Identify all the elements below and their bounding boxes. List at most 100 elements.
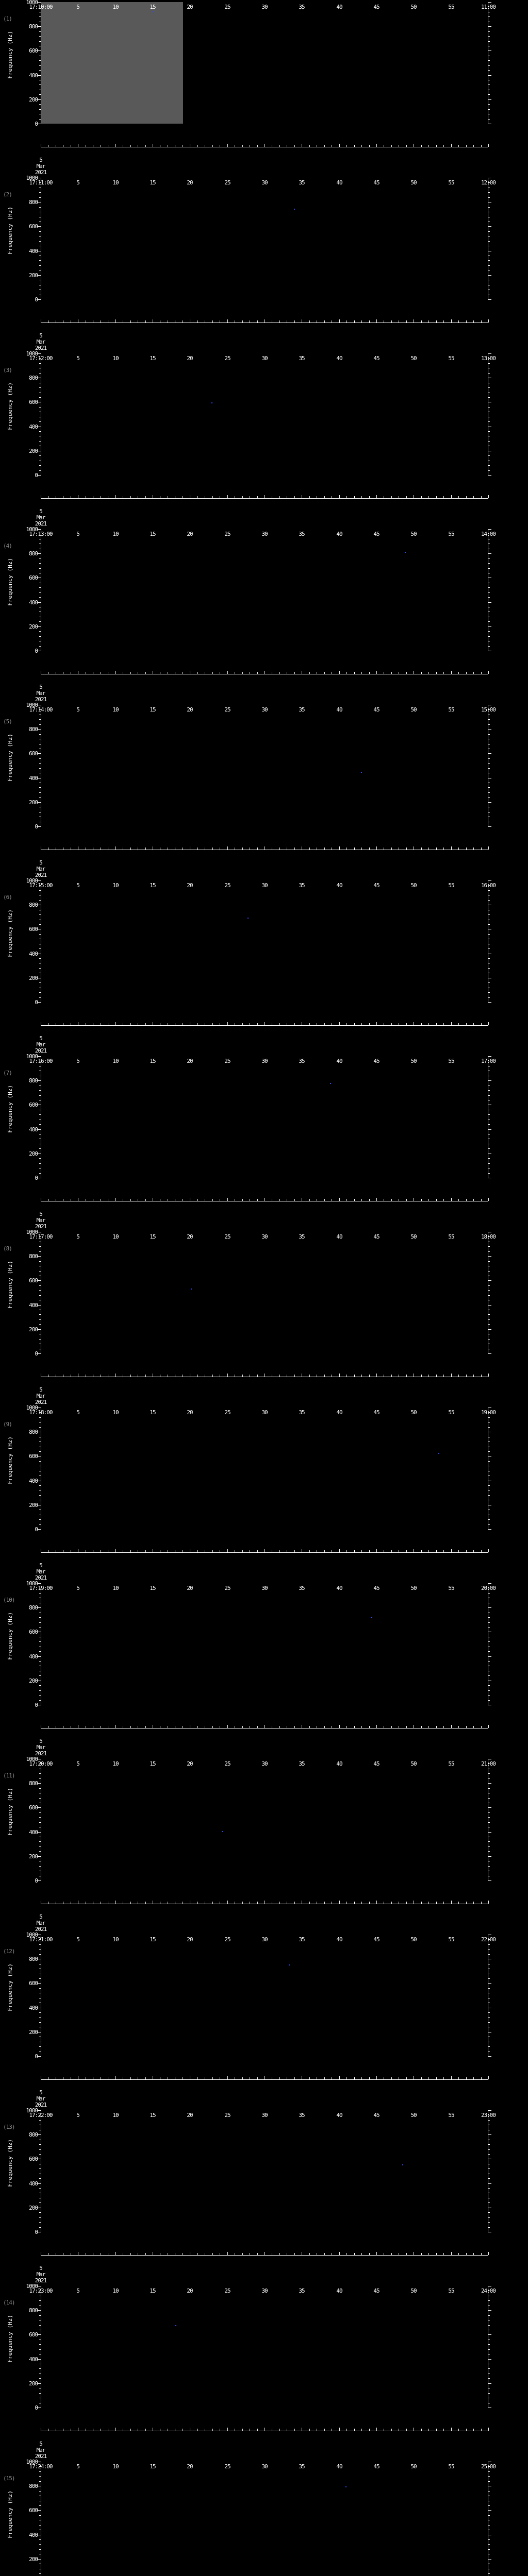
date-line-0: 5 — [39, 1738, 43, 1744]
x-tick-label: 40 — [336, 1233, 342, 1240]
x-minor-tick — [279, 145, 280, 147]
x-minor-tick — [369, 496, 370, 498]
x-minor-tick — [361, 145, 362, 147]
y-minor-tick-right — [488, 1949, 490, 1950]
x-tick-label: 20 — [187, 882, 193, 889]
plot-area[interactable] — [38, 2, 491, 124]
x-tick-label: 25 — [224, 1936, 230, 1943]
y-minor-tick — [39, 421, 41, 422]
x-major-tick — [339, 1549, 340, 1552]
y-minor-tick — [39, 1851, 41, 1852]
x-minor-tick — [406, 1902, 407, 1904]
date-line-2: 2021 — [35, 345, 47, 351]
y-tick-label: 200 — [29, 272, 38, 279]
x-minor-tick — [197, 145, 198, 147]
y-tick-label: 600 — [29, 1101, 38, 1108]
date-line-2: 2021 — [35, 520, 47, 527]
detection-marker — [152, 11, 153, 12]
y-minor-tick — [39, 2046, 41, 2047]
y-minor-tick-right — [488, 2212, 490, 2213]
x-minor-tick — [421, 1023, 422, 1025]
y-minor-tick-right — [488, 636, 490, 637]
x-tick-label: 55 — [448, 706, 454, 713]
x-tick-label: 15 — [150, 706, 156, 713]
x-minor-tick — [466, 672, 467, 674]
plot-area[interactable] — [38, 529, 491, 651]
y-minor-tick-right — [488, 768, 490, 769]
x-minor-tick — [481, 1726, 482, 1728]
y-minor-tick — [39, 709, 41, 710]
y-minor-tick-right — [488, 558, 490, 559]
y-major-tick — [38, 1129, 41, 1130]
x-minor-tick — [391, 320, 392, 323]
date-line-1: Mar — [36, 1217, 46, 1224]
y-minor-tick — [39, 2188, 41, 2189]
y-tick-label: 800 — [29, 2131, 38, 2138]
plot-area[interactable] — [38, 1759, 491, 1881]
x-major-tick — [488, 1725, 489, 1728]
y-major-tick — [38, 299, 41, 300]
y-minor-tick-right — [488, 1846, 490, 1847]
x-tick-label: 40 — [336, 2112, 342, 2119]
y-minor-tick — [39, 1978, 41, 1979]
y-minor-tick — [39, 1295, 41, 1296]
x-minor-tick — [354, 2077, 355, 2079]
x-tick-label: 50 — [410, 531, 417, 537]
y-major-tick — [38, 2056, 41, 2057]
y-minor-tick — [39, 646, 41, 647]
y-minor-tick-right — [488, 2393, 490, 2394]
plot-area[interactable] — [38, 1408, 491, 1530]
x-tick-label: 40 — [336, 2287, 342, 2294]
x-minor-tick — [361, 1023, 362, 1025]
panel-number: (13) — [3, 2124, 15, 2130]
plot-area[interactable] — [38, 880, 491, 1003]
detection-marker — [175, 2325, 176, 2326]
date-line-1: Mar — [36, 2095, 46, 2102]
detection-marker — [345, 2486, 346, 2487]
y-minor-tick — [39, 934, 41, 935]
y-major-tick — [38, 1880, 41, 1881]
plot-area[interactable] — [38, 2462, 491, 2576]
plot-area[interactable] — [38, 1583, 491, 1705]
y-minor-tick-right — [488, 2178, 490, 2179]
plot-area[interactable] — [38, 178, 491, 300]
plot-area[interactable] — [38, 2110, 491, 2232]
x-minor-tick — [145, 320, 146, 323]
x-tick-label: 10 — [112, 1058, 119, 1064]
x-end-label: 11:00 — [481, 4, 496, 10]
plot-area[interactable] — [38, 705, 491, 827]
plot-area[interactable] — [38, 1056, 491, 1178]
y-minor-tick-right — [488, 1700, 490, 1701]
detection-marker — [361, 772, 362, 773]
x-minor-tick — [369, 145, 370, 147]
y-axis-title: Frequency (Hz) — [7, 1612, 13, 1660]
y-minor-tick-right — [488, 724, 490, 725]
x-minor-tick — [324, 672, 325, 674]
x-minor-tick — [421, 1726, 422, 1728]
y-tick-label: 400 — [29, 1653, 38, 1660]
y-minor-tick — [39, 2012, 41, 2013]
y-minor-tick-right — [488, 2505, 490, 2506]
x-minor-tick — [466, 320, 467, 323]
y-minor-tick-right — [488, 1778, 490, 1779]
plot-area[interactable] — [38, 1935, 491, 2057]
y-major-tick-right — [488, 1856, 491, 1857]
x-minor-tick — [257, 320, 258, 323]
panel-13: 1000 800 600 400 200 0 Frequency (Hz) (13) 17:22… — [0, 2108, 528, 2284]
plot-area[interactable] — [38, 2286, 491, 2408]
y-minor-tick-right — [488, 1163, 490, 1164]
y-major-tick-right — [488, 626, 491, 627]
y-minor-tick — [39, 734, 41, 735]
x-tick-label: 20 — [187, 2287, 193, 2294]
y-minor-tick — [39, 997, 41, 998]
x-tick-label: 45 — [373, 355, 380, 362]
plot-area[interactable] — [38, 1232, 491, 1354]
y-minor-tick — [39, 241, 41, 242]
plot-area[interactable] — [38, 353, 491, 476]
x-start-label: 17:11:00 — [29, 179, 53, 186]
y-tick-label: 0 — [35, 472, 38, 479]
x-tick-label: 20 — [187, 1409, 193, 1416]
x-tick-label: 5 — [76, 2463, 80, 2470]
x-start-label: 17:19:00 — [29, 1585, 53, 1591]
y-major-tick-right — [488, 2310, 491, 2311]
